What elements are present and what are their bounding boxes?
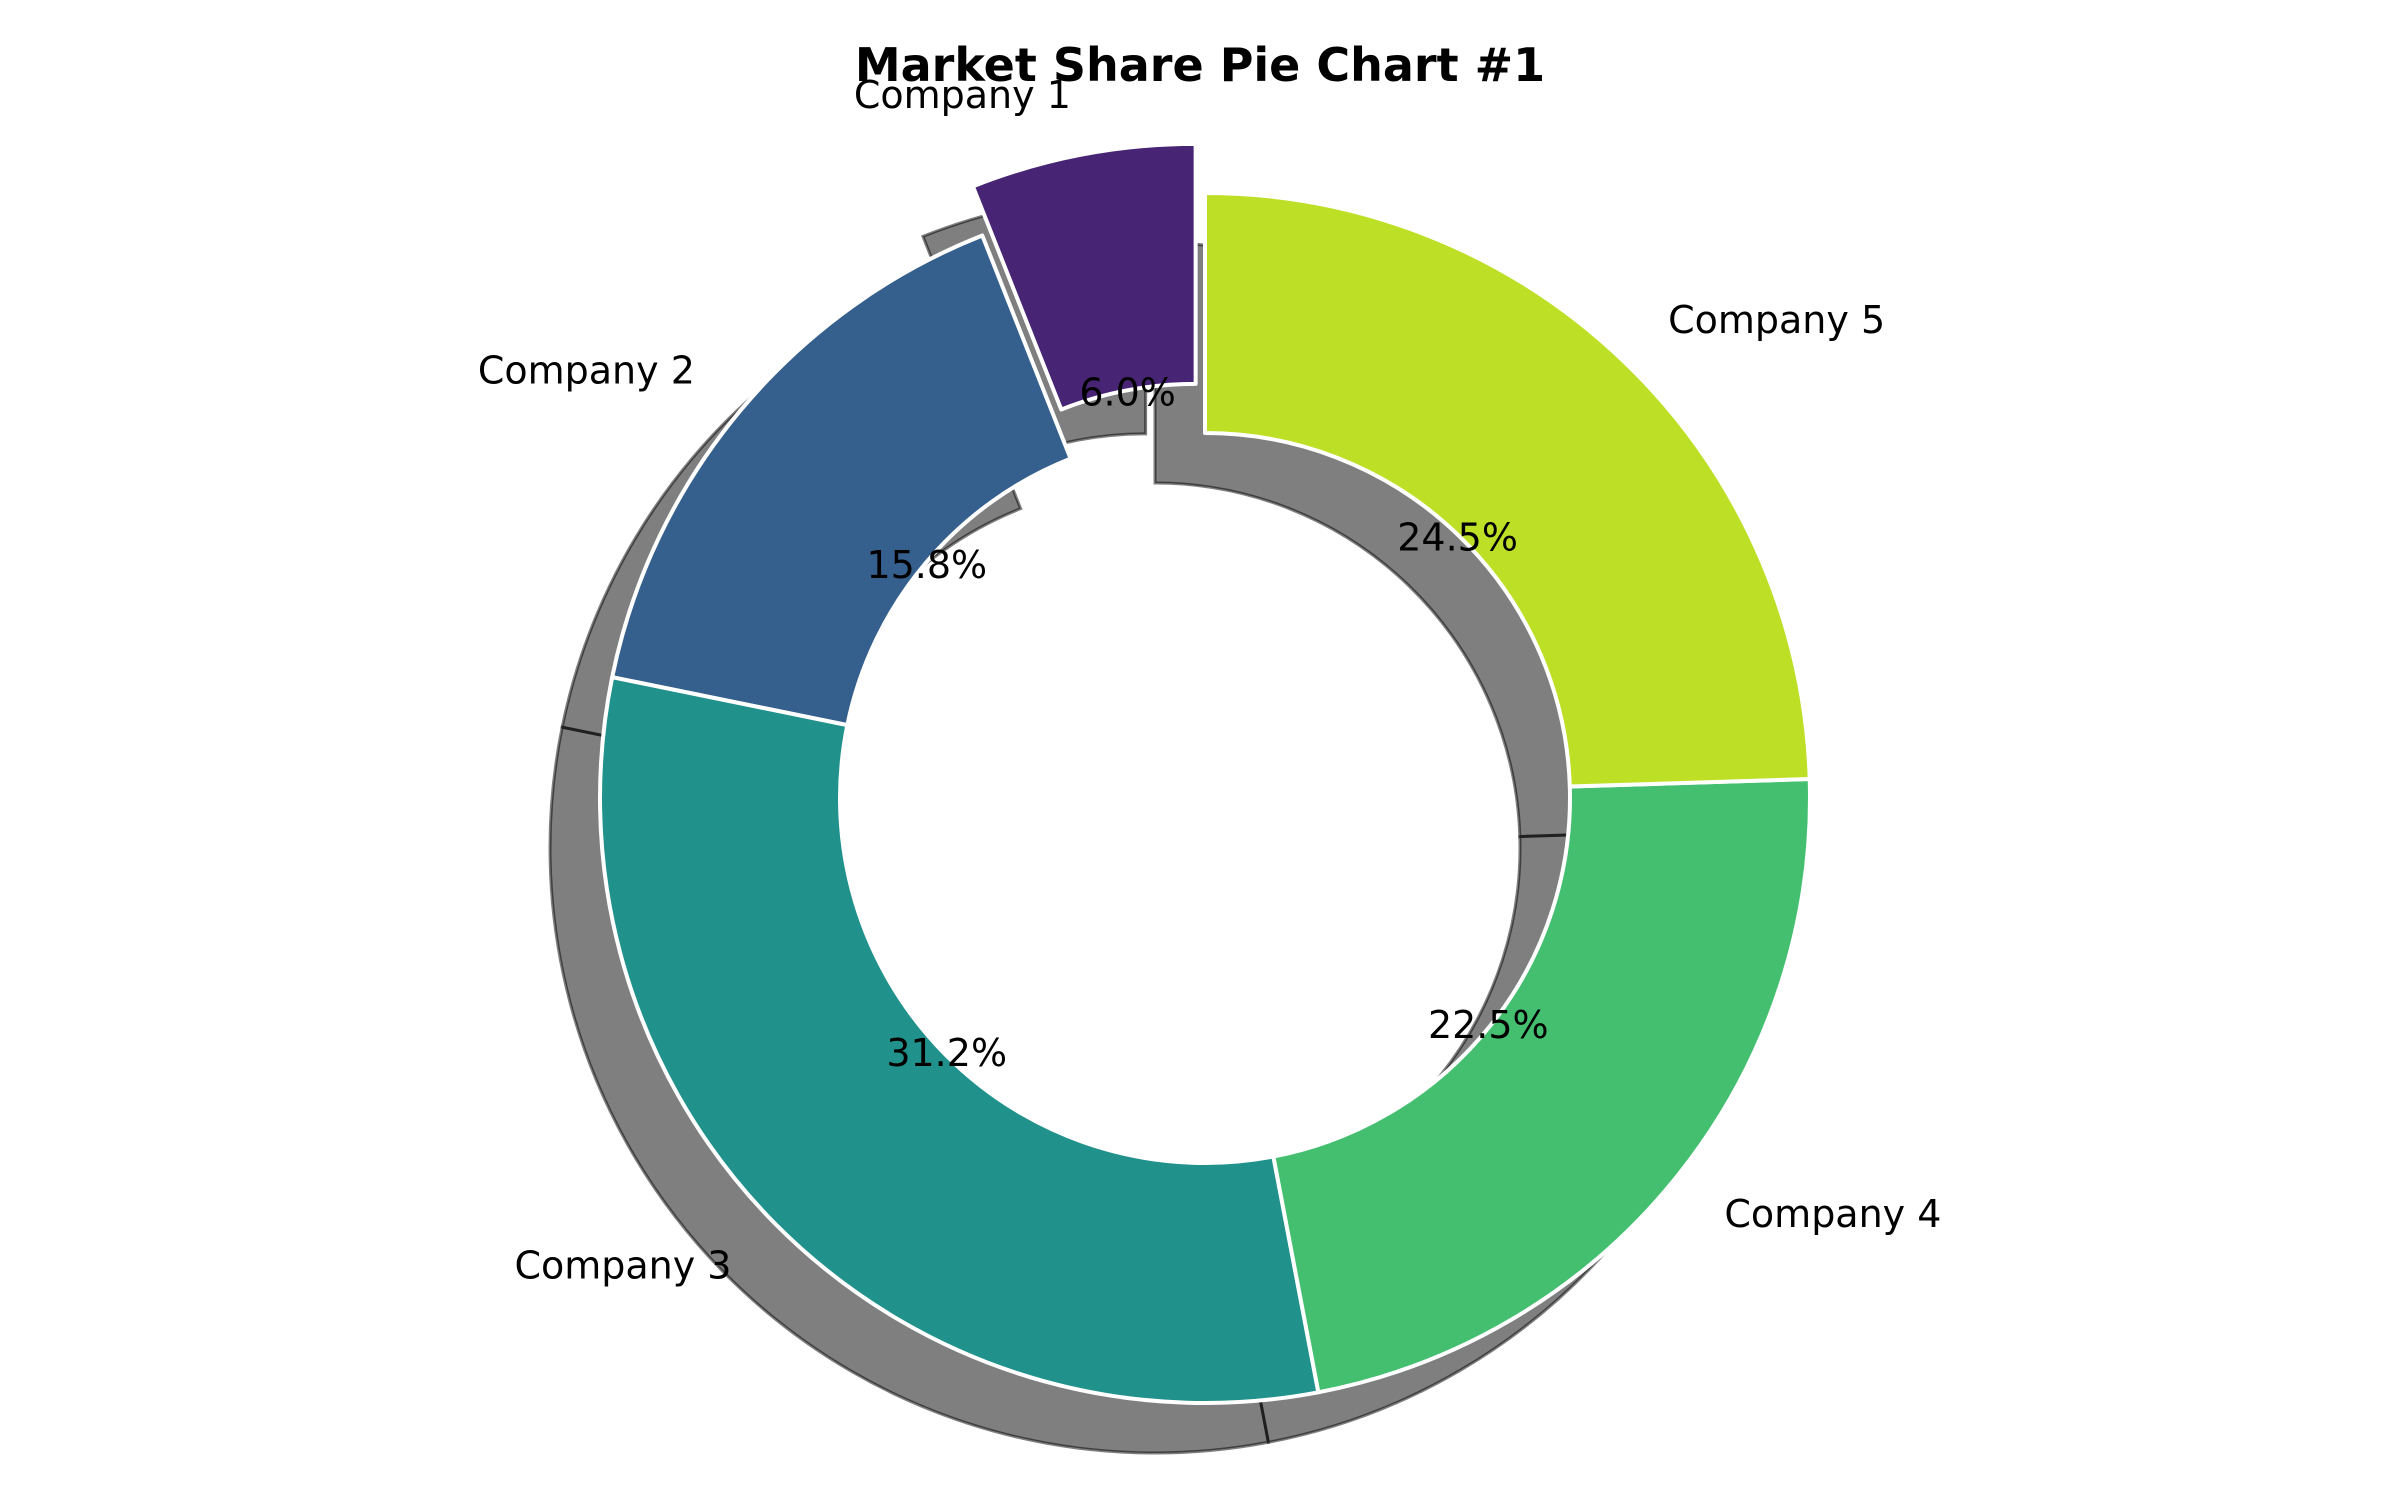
slice-company-4 (1271, 777, 1812, 1395)
slice-company-3 (598, 675, 1321, 1405)
chart-title: Market Share Pie Chart #1 (854, 38, 1546, 92)
percent-label-company-5: 24.5% (1397, 515, 1518, 559)
percent-label-company-1: 6.0% (1079, 370, 1176, 414)
category-label-company-4: Company 4 (1724, 1192, 1941, 1236)
percent-label-company-3: 31.2% (886, 1031, 1007, 1075)
slice-company-1 (970, 141, 1198, 412)
percent-label-company-2: 15.8% (866, 543, 987, 587)
slice-company-5 (1203, 191, 1812, 789)
slice-company-2 (610, 233, 1073, 728)
category-label-company-5: Company 5 (1668, 298, 1885, 342)
percent-label-company-4: 22.5% (1428, 1003, 1549, 1047)
category-label-company-1: Company 1 (854, 73, 1071, 117)
label-layer: 6.0% Company 1 15.8% Company 2 31.2% Company … (478, 73, 1942, 1287)
category-label-company-2: Company 2 (478, 349, 695, 393)
slice-layer (598, 141, 1812, 1405)
category-label-company-3: Company 3 (514, 1244, 731, 1288)
